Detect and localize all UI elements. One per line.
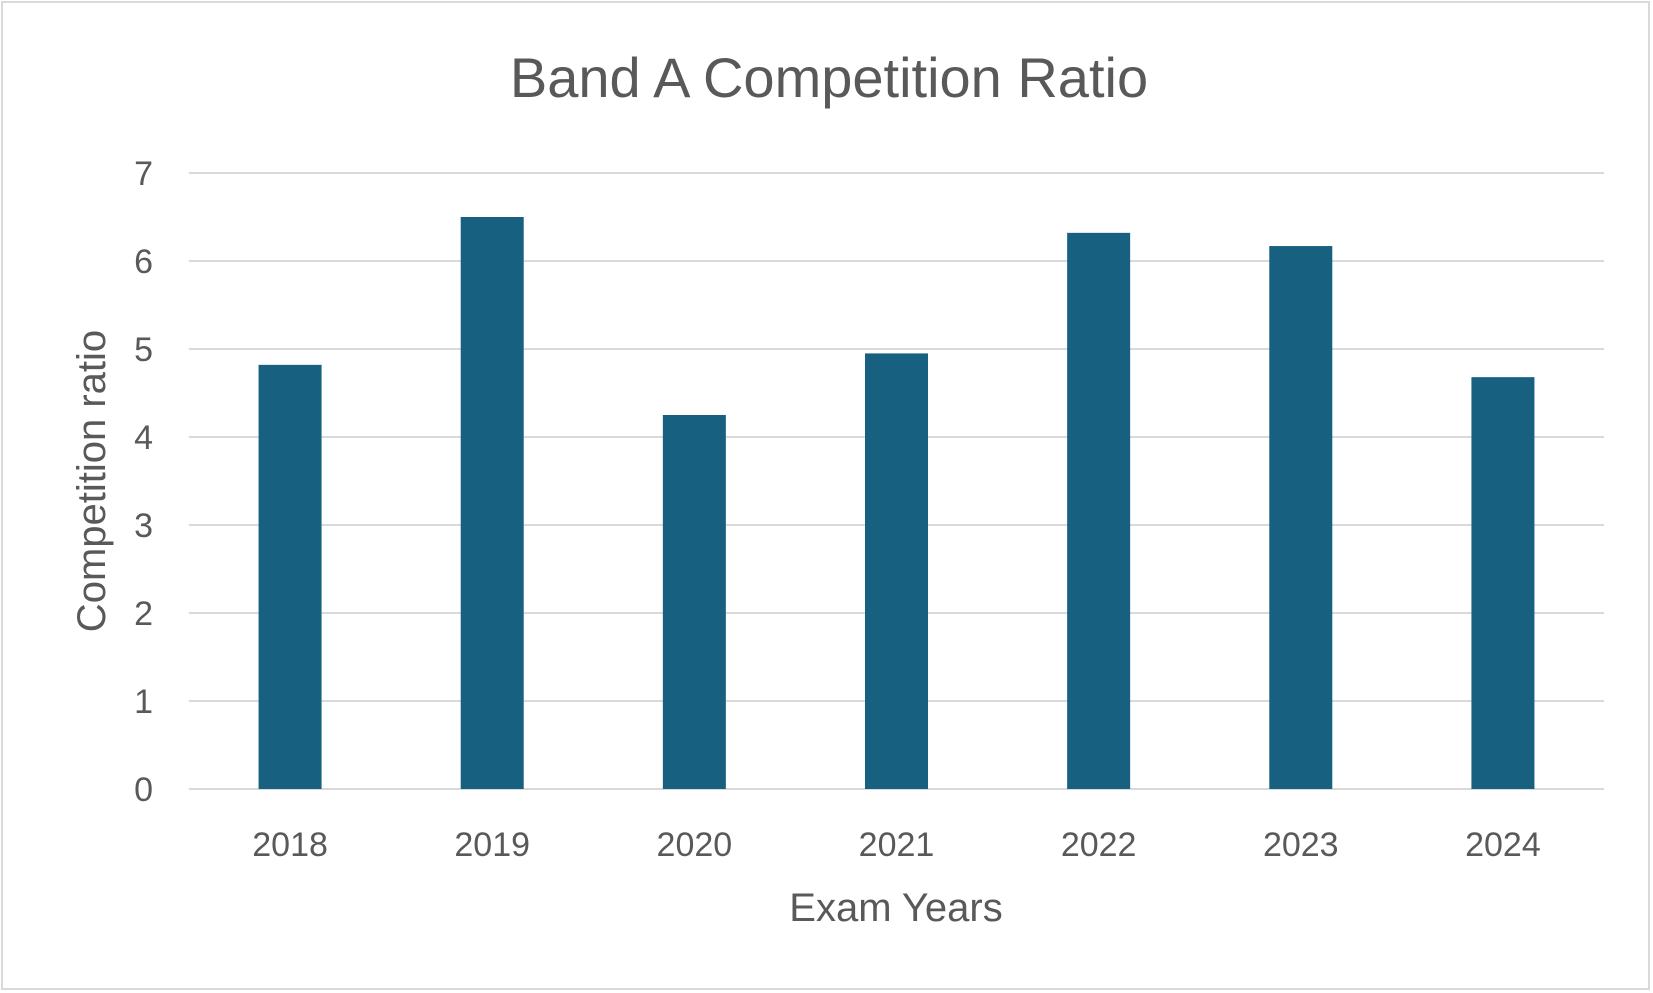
bars	[258, 217, 1535, 790]
x-tick-label: 2024	[1465, 826, 1541, 864]
bar-2023	[1269, 246, 1333, 790]
y-tick-label: 1	[134, 683, 153, 721]
bar-2021	[865, 353, 928, 789]
x-tick-label: 2018	[252, 826, 328, 864]
x-tick-label: 2021	[859, 826, 935, 864]
x-tick-label: 2022	[1061, 826, 1137, 864]
y-tick-label: 6	[134, 243, 153, 281]
y-tick-label: 0	[134, 771, 153, 809]
y-tick-label: 4	[134, 419, 153, 457]
y-tick-label: 7	[134, 155, 153, 193]
y-tick-label: 5	[134, 331, 153, 369]
bar-2022	[1067, 232, 1131, 790]
y-axis-title: Competition ratio	[70, 330, 114, 632]
x-axis-ticks: 2018 2019 2020 2021 2022 2023 2024	[252, 826, 1540, 864]
x-tick-label: 2020	[657, 826, 733, 864]
y-tick-label: 3	[134, 507, 153, 545]
bar-2024	[1471, 377, 1535, 789]
y-axis-ticks: 0 1 2 3 4 5 6 7	[134, 155, 153, 809]
x-tick-label: 2019	[454, 826, 530, 864]
bar-2020	[662, 415, 726, 789]
x-tick-label: 2023	[1263, 826, 1339, 864]
y-tick-label: 2	[134, 595, 153, 633]
x-axis-title: Exam Years	[789, 886, 1002, 930]
bar-2018	[258, 364, 322, 789]
chart-title: Band A Competition Ratio	[510, 46, 1148, 109]
bar-2019	[460, 217, 524, 789]
